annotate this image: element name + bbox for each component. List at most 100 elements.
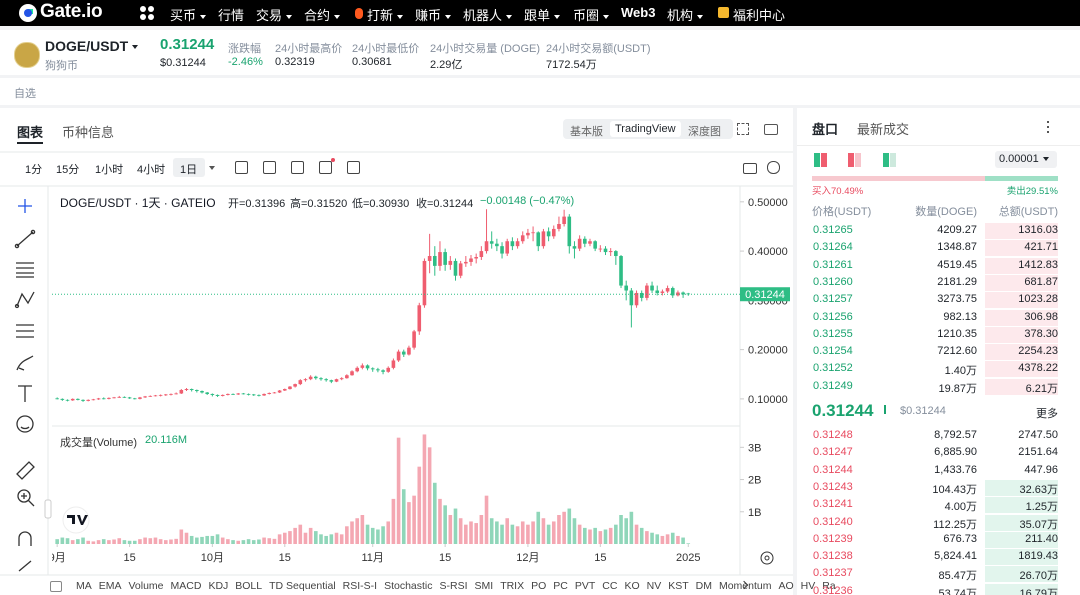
y-tick-label: 0.50000 — [748, 197, 788, 209]
settings-icon[interactable] — [767, 161, 780, 174]
indicator[interactable]: AO — [778, 580, 794, 592]
pair[interactable]: DOGE/USDT — [45, 38, 138, 54]
ob-row-bg — [985, 292, 1058, 309]
indicator[interactable]: PO — [531, 580, 547, 592]
indicator[interactable]: KDJ — [208, 580, 229, 592]
watchlist[interactable]: 自选 — [14, 88, 36, 100]
depth-mode-icon[interactable] — [883, 153, 889, 167]
interval[interactable]: 1日 — [180, 164, 198, 176]
ob-price[interactable]: 0.31237 — [813, 567, 853, 580]
depth-mode-icon[interactable] — [814, 153, 820, 167]
nav-item[interactable]: 赚币 — [415, 5, 451, 24]
ob-price[interactable]: 0.31256 — [813, 310, 853, 323]
indicator[interactable]: KST — [668, 580, 689, 592]
nav-item[interactable]: 币圈 — [573, 5, 609, 24]
nav-item[interactable]: 合约 — [304, 5, 340, 24]
candle-body — [81, 399, 85, 401]
ob-price[interactable]: 0.31255 — [813, 327, 853, 340]
view-option[interactable]: TradingView — [615, 123, 676, 135]
ob-price[interactable]: 0.31249 — [813, 379, 853, 392]
indicator[interactable]: S-RSI — [439, 580, 468, 592]
ob-price[interactable]: 0.31238 — [813, 550, 853, 563]
ob-tab[interactable]: 最新成交 — [857, 122, 910, 137]
ob-price[interactable]: 0.31264 — [813, 241, 853, 254]
expand-icon[interactable] — [737, 123, 749, 135]
volume-last: 20.116M — [145, 434, 187, 446]
indicator[interactable]: MA — [76, 580, 92, 592]
ob-price[interactable]: 0.31265 — [813, 224, 853, 236]
candle-body — [603, 248, 608, 253]
volume-bar — [464, 524, 468, 544]
ob-price[interactable]: 0.31260 — [813, 275, 853, 288]
candle-body — [639, 292, 644, 298]
more-menu[interactable] — [1047, 121, 1049, 123]
candle-body — [676, 292, 680, 296]
ob-price[interactable]: 0.31243 — [813, 480, 853, 493]
indicator[interactable]: Momentum — [718, 580, 772, 592]
ob-price[interactable]: 0.31261 — [813, 258, 853, 271]
nav-item[interactable]: 行情 — [218, 8, 245, 23]
ob-price[interactable]: 0.31240 — [813, 515, 853, 528]
indicator[interactable]: SMI — [474, 580, 494, 592]
chart-tool-icon[interactable] — [291, 161, 304, 174]
camera-icon[interactable] — [743, 163, 757, 174]
indicator[interactable]: MACD — [170, 580, 202, 592]
tab[interactable]: 币种信息 — [62, 125, 115, 140]
chart-tool-icon[interactable] — [263, 161, 276, 174]
volume-bar — [365, 524, 370, 544]
view-option[interactable]: 基本版 — [570, 126, 603, 138]
ob-price[interactable]: 0.31236 — [813, 584, 853, 595]
volume-bar — [122, 540, 127, 544]
indicator[interactable]: PVT — [574, 580, 596, 592]
interval[interactable]: 1分 — [25, 164, 43, 176]
ob-price[interactable]: 0.31252 — [813, 362, 853, 375]
indicator[interactable]: KO — [624, 580, 640, 592]
ob-price[interactable]: 0.31257 — [813, 293, 853, 306]
indicator[interactable]: NV — [646, 580, 662, 592]
nav-item[interactable]: 跟单 — [524, 5, 560, 24]
indicator[interactable]: BOLL — [235, 580, 263, 592]
tab[interactable]: 图表 — [17, 125, 44, 140]
ob-price[interactable]: 0.31248 — [813, 429, 853, 441]
interval[interactable]: 15分 — [56, 164, 80, 176]
chart-tool-icon[interactable] — [235, 161, 248, 174]
chart-tool-icon[interactable] — [319, 161, 332, 174]
volume-bar — [427, 447, 432, 544]
ob-tab[interactable]: 盘口 — [812, 122, 839, 137]
view-option[interactable]: 深度图 — [688, 126, 721, 138]
logo[interactable]: Gate.io — [40, 1, 103, 22]
ob-price[interactable]: 0.31239 — [813, 532, 853, 545]
chart-tool-icon[interactable] — [347, 161, 360, 174]
indicator[interactable]: HV — [800, 580, 816, 592]
nav-item[interactable]: Web3 — [621, 5, 656, 20]
indicator[interactable]: Stochastic — [384, 580, 433, 592]
candle-body — [593, 241, 597, 249]
indicator[interactable]: PC — [553, 580, 568, 592]
precision[interactable]: 0.00001 — [999, 153, 1049, 165]
ob-price[interactable]: 0.31247 — [813, 446, 853, 459]
tab-underline — [17, 142, 43, 144]
indicator[interactable]: TD Sequential — [269, 580, 336, 592]
indicator[interactable]: EMA — [98, 580, 122, 592]
ob-more[interactable]: 更多 — [1036, 408, 1058, 420]
nav-item[interactable]: 买币 — [170, 5, 206, 24]
nav-item[interactable]: 交易 — [256, 5, 292, 24]
ob-price[interactable]: 0.31244 — [813, 463, 853, 476]
indicator[interactable]: Volume — [128, 580, 164, 592]
nav-item[interactable]: 打新 — [367, 5, 403, 24]
apps-icon[interactable] — [139, 5, 155, 21]
indicator[interactable]: DM — [695, 580, 712, 592]
window-icon[interactable] — [764, 124, 778, 135]
nav-item[interactable]: 机器人 — [463, 5, 512, 24]
indicator[interactable]: RSI-S-I — [342, 580, 378, 592]
indicator[interactable]: TRIX — [500, 580, 525, 592]
indicator[interactable]: CC — [602, 580, 618, 592]
interval[interactable]: 4小时 — [137, 164, 166, 176]
ob-price[interactable]: 0.31254 — [813, 345, 853, 358]
interval[interactable]: 1小时 — [95, 164, 124, 176]
nav-item[interactable]: 福利中心 — [733, 8, 786, 23]
nav-item[interactable]: 机构 — [667, 5, 703, 24]
ob-price[interactable]: 0.31241 — [813, 498, 853, 511]
indicator[interactable]: Ra — [822, 580, 836, 592]
depth-mode-icon[interactable] — [848, 153, 854, 167]
